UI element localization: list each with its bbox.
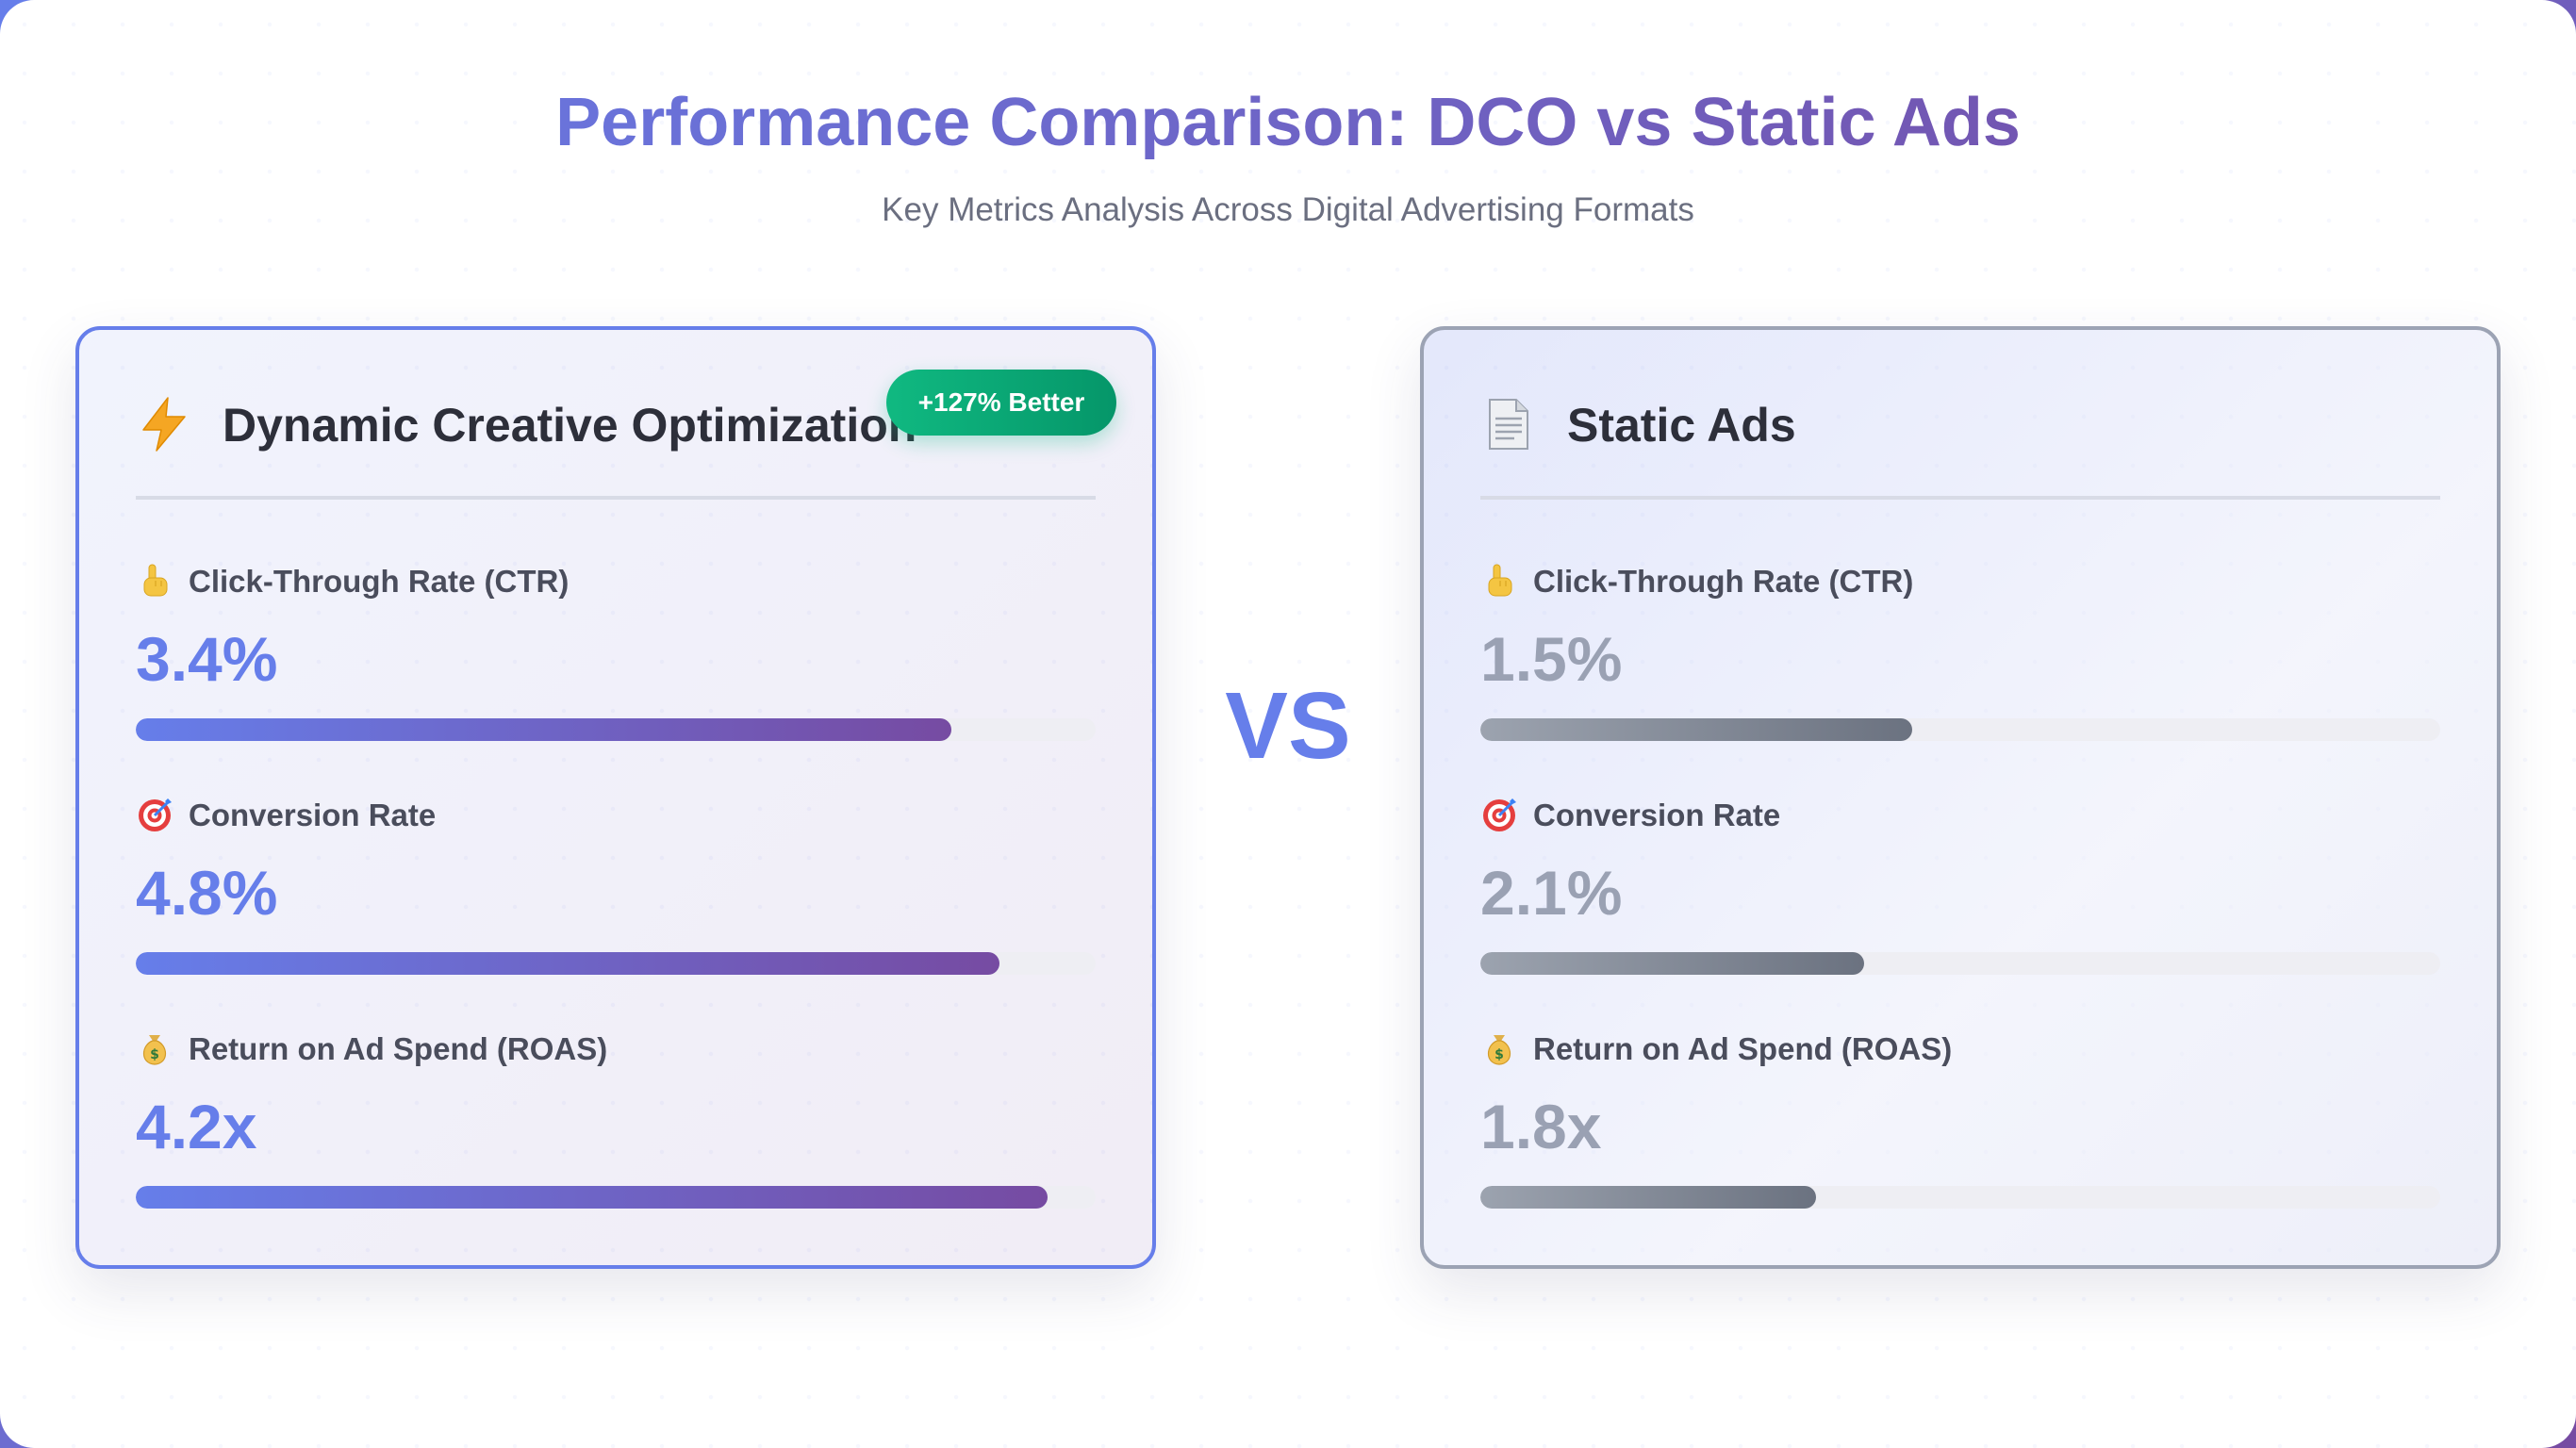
target-icon bbox=[139, 798, 172, 831]
improvement-badge: +127% Better bbox=[886, 370, 1116, 436]
dco-divider bbox=[136, 496, 1096, 500]
static-divider bbox=[1480, 496, 2440, 500]
metric-label: Click-Through Rate (CTR) bbox=[189, 564, 570, 599]
progress-track bbox=[1480, 1186, 2440, 1209]
metric-value: 4.2x bbox=[136, 1092, 257, 1161]
pointing-hand-icon bbox=[143, 564, 168, 597]
page-subtitle: Key Metrics Analysis Across Digital Adve… bbox=[882, 191, 1694, 228]
metric-label: Return on Ad Spend (ROAS) bbox=[189, 1031, 608, 1066]
dco-card-title: Dynamic Creative Optimization bbox=[223, 399, 917, 452]
static-card: Static Ads Click-Through Rate (CTR) 1.5% bbox=[1420, 326, 2501, 1269]
metric-value: 1.5% bbox=[1480, 624, 1623, 694]
metric-label: Click-Through Rate (CTR) bbox=[1533, 564, 1914, 599]
page-title: Performance Comparison: DCO vs Static Ad… bbox=[0, 77, 2576, 168]
progress-fill bbox=[1480, 1186, 1817, 1209]
metric-label: Conversion Rate bbox=[189, 798, 437, 832]
progress-track bbox=[136, 952, 1096, 975]
progress-fill bbox=[136, 1186, 1049, 1209]
metric-label: Return on Ad Spend (ROAS) bbox=[1533, 1031, 1953, 1066]
metric-value: 3.4% bbox=[136, 624, 278, 694]
progress-fill bbox=[136, 952, 1000, 975]
progress-fill bbox=[1480, 718, 1913, 741]
lightning-icon bbox=[142, 397, 186, 452]
svg-text:$: $ bbox=[150, 1047, 159, 1062]
dco-metric-roas: $ Return on Ad Spend (ROAS) 4.2x bbox=[136, 1028, 1096, 1235]
pointing-hand-icon bbox=[1488, 564, 1512, 597]
progress-track bbox=[1480, 718, 2440, 741]
dco-card: Dynamic Creative Optimization +127% Bett… bbox=[75, 326, 1156, 1269]
dco-metric-conversion: Conversion Rate 4.8% bbox=[136, 794, 1096, 1001]
metric-value: 4.8% bbox=[136, 858, 278, 928]
progress-track bbox=[1480, 952, 2440, 975]
money-bag-icon: $ bbox=[142, 1035, 167, 1065]
progress-fill bbox=[136, 718, 952, 741]
progress-track bbox=[136, 718, 1096, 741]
static-card-title: Static Ads bbox=[1567, 399, 1796, 452]
money-bag-icon: $ bbox=[1487, 1035, 1511, 1065]
static-metric-conversion: Conversion Rate 2.1% bbox=[1480, 794, 2440, 1001]
metric-value: 1.8x bbox=[1480, 1092, 1602, 1161]
svg-text:$: $ bbox=[1494, 1047, 1504, 1062]
static-metric-ctr: Click-Through Rate (CTR) 1.5% bbox=[1480, 560, 2440, 767]
progress-track bbox=[136, 1186, 1096, 1209]
static-card-header: Static Ads bbox=[1480, 392, 2440, 473]
progress-fill bbox=[1480, 952, 1865, 975]
metric-label: Conversion Rate bbox=[1533, 798, 1781, 832]
dco-card-header: Dynamic Creative Optimization bbox=[136, 392, 1096, 473]
target-icon bbox=[1483, 798, 1516, 831]
vs-label: VS bbox=[1225, 673, 1351, 779]
static-metric-roas: $ Return on Ad Spend (ROAS) 1.8x bbox=[1480, 1028, 2440, 1235]
dco-metric-ctr: Click-Through Rate (CTR) 3.4% bbox=[136, 560, 1096, 767]
document-icon bbox=[1489, 399, 1528, 450]
metric-value: 2.1% bbox=[1480, 858, 1623, 928]
